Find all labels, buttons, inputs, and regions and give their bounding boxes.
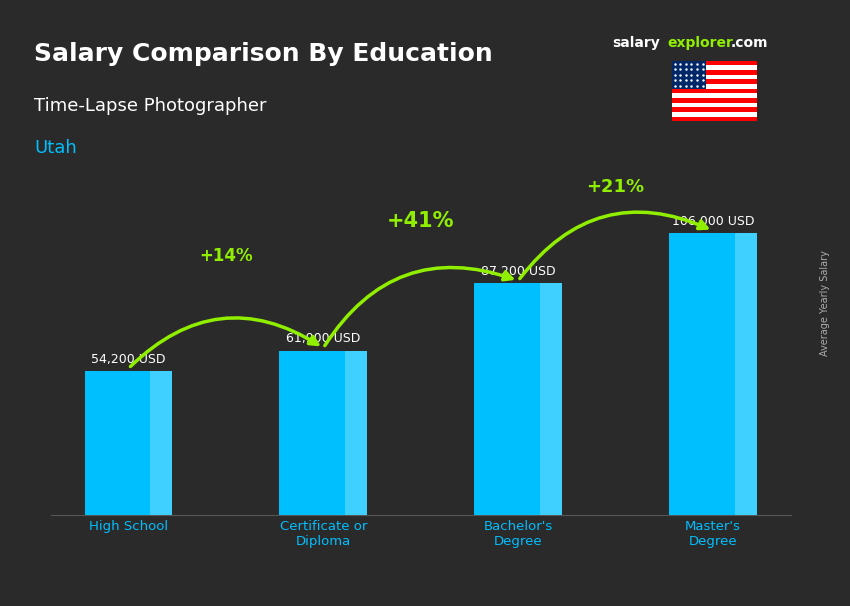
Bar (280, 351, 367, 515)
Bar (672, 75, 756, 79)
Text: 106,000 USD: 106,000 USD (672, 215, 754, 228)
Bar (474, 284, 562, 515)
Bar (672, 107, 756, 112)
Bar (672, 61, 705, 88)
Text: Salary Comparison By Education: Salary Comparison By Education (34, 42, 493, 67)
Bar (672, 112, 756, 116)
Text: Utah: Utah (34, 139, 76, 158)
Text: 61,900 USD: 61,900 USD (286, 332, 360, 345)
Bar (150, 371, 173, 515)
Bar (85, 371, 173, 515)
Bar (345, 351, 367, 515)
Text: explorer: explorer (667, 36, 733, 50)
Bar (669, 233, 756, 515)
Text: 54,200 USD: 54,200 USD (91, 353, 166, 366)
Text: +14%: +14% (199, 247, 252, 265)
Text: +21%: +21% (586, 178, 644, 196)
Text: .com: .com (731, 36, 768, 50)
Text: 87,200 USD: 87,200 USD (481, 265, 556, 278)
Bar (672, 65, 756, 70)
Bar (672, 93, 756, 98)
Text: Time-Lapse Photographer: Time-Lapse Photographer (34, 97, 267, 115)
Bar (672, 61, 756, 65)
Bar (672, 88, 756, 93)
Bar (672, 79, 756, 84)
Bar (672, 70, 756, 75)
Bar (540, 284, 562, 515)
Bar (672, 102, 756, 107)
Text: salary: salary (612, 36, 660, 50)
Bar (672, 116, 756, 121)
Bar (672, 98, 756, 102)
Text: Average Yearly Salary: Average Yearly Salary (819, 250, 830, 356)
Bar (672, 84, 756, 88)
Text: +41%: +41% (387, 211, 455, 231)
Bar (735, 233, 756, 515)
